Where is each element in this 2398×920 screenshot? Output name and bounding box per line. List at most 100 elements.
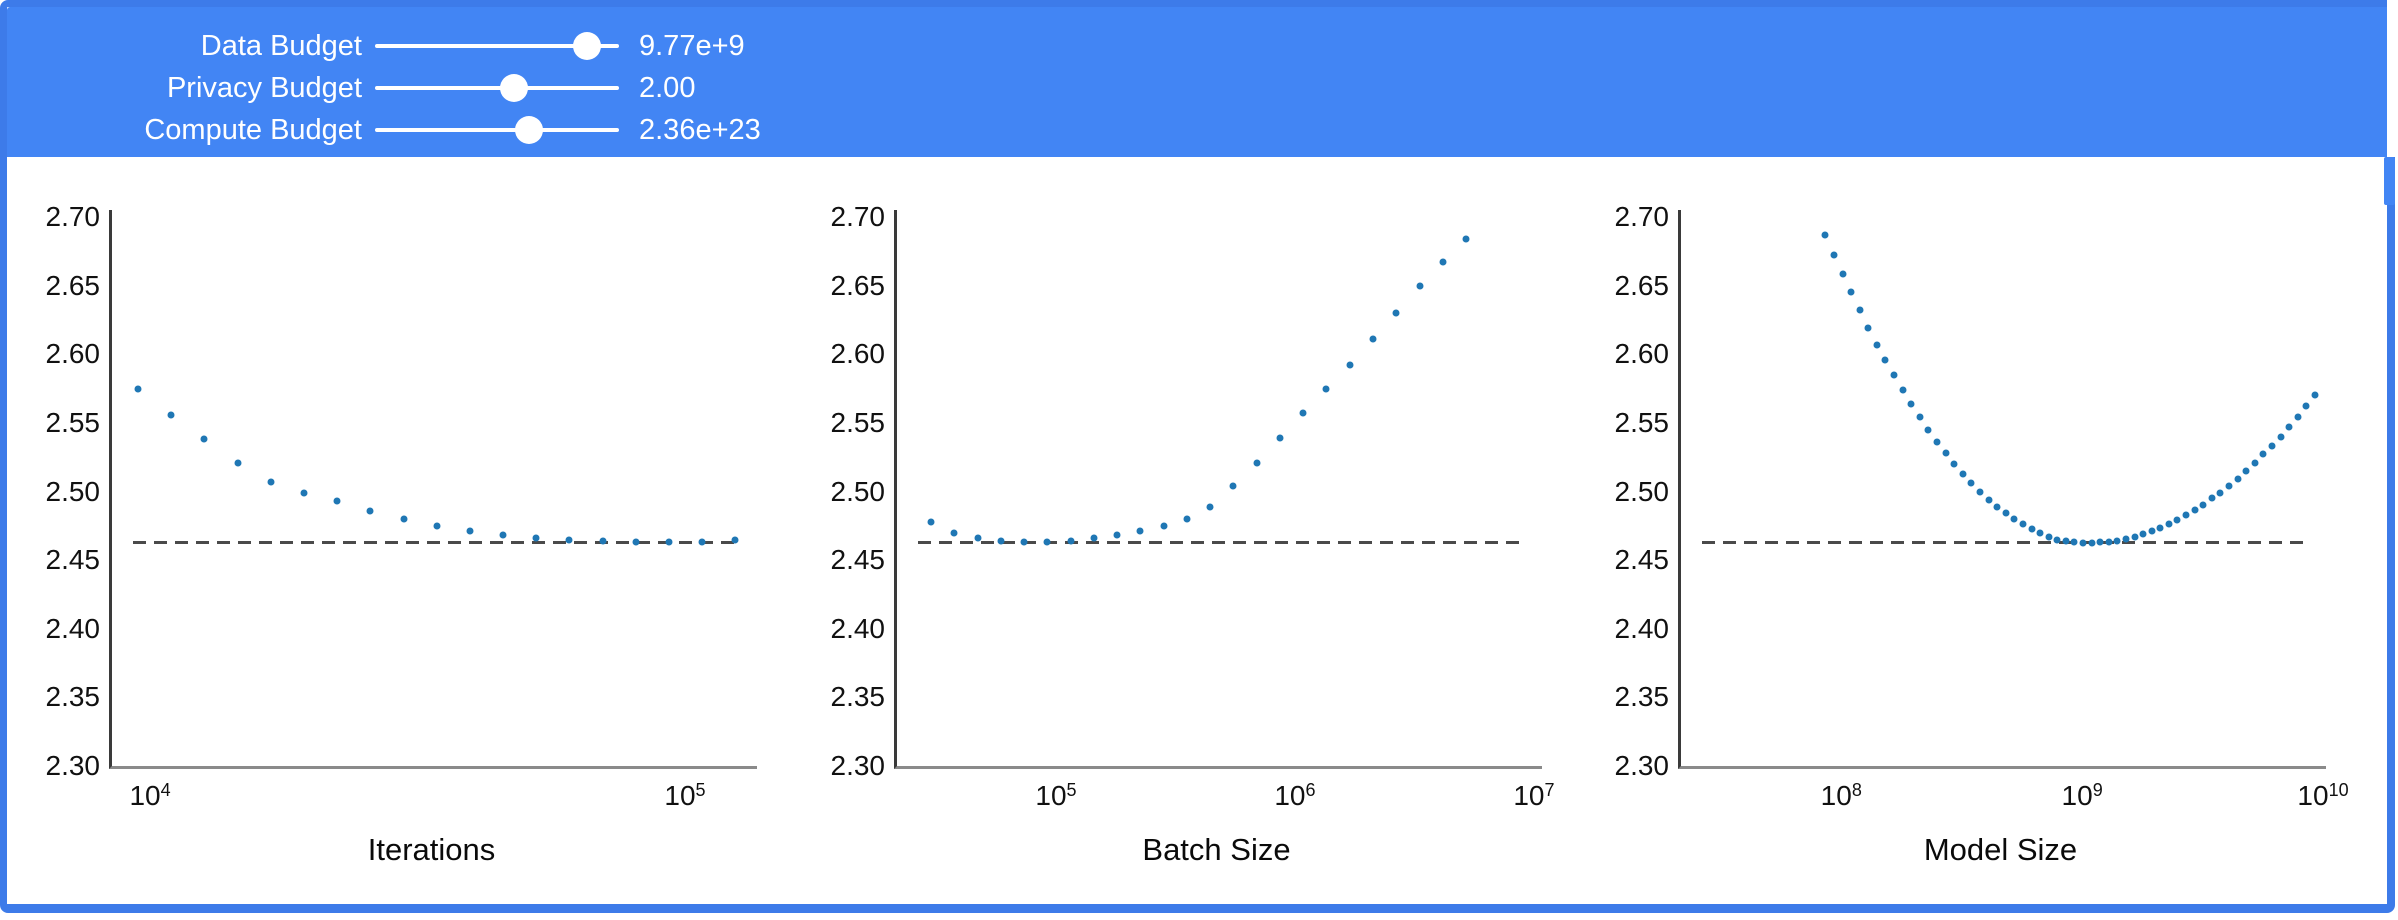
data-point bbox=[1253, 459, 1261, 467]
data-point bbox=[632, 538, 640, 546]
data-point bbox=[2259, 450, 2267, 458]
data-point bbox=[2010, 515, 2018, 523]
data-point bbox=[1839, 270, 1846, 278]
data-point bbox=[1346, 361, 1354, 369]
data-point bbox=[1916, 413, 1924, 421]
data-point bbox=[2234, 475, 2242, 483]
data-point bbox=[2096, 538, 2104, 546]
baseline-dashed bbox=[918, 541, 1525, 545]
y-tick-label: 2.45 bbox=[830, 544, 886, 576]
data-point bbox=[2156, 524, 2164, 532]
data-point bbox=[1950, 460, 1958, 468]
data-point bbox=[2070, 538, 2078, 546]
x-tick-label: 108 bbox=[1820, 780, 1862, 811]
y-tick-label: 2.50 bbox=[830, 475, 886, 507]
x-tick-label: 109 bbox=[2061, 780, 2103, 811]
data-point bbox=[1967, 479, 1975, 487]
y-tick-label: 2.70 bbox=[1614, 201, 1670, 232]
y-tick-label: 2.50 bbox=[45, 475, 101, 507]
plot-area bbox=[894, 210, 1542, 769]
data-point bbox=[599, 537, 607, 545]
data-point bbox=[134, 385, 142, 393]
data-point bbox=[1821, 231, 1829, 239]
y-tick-label: 2.30 bbox=[830, 750, 886, 781]
data-point bbox=[1299, 409, 1307, 417]
data-point bbox=[2122, 535, 2130, 543]
data-point bbox=[927, 518, 935, 526]
privacy-budget-slider-track[interactable] bbox=[375, 74, 619, 102]
data-point bbox=[1113, 531, 1121, 539]
y-tick-label: 2.30 bbox=[1614, 750, 1670, 781]
x-tick-label: 104 bbox=[129, 780, 171, 811]
data-point bbox=[2053, 536, 2061, 544]
data-point bbox=[2285, 423, 2293, 431]
data-point bbox=[1899, 386, 1907, 394]
data-point bbox=[2268, 442, 2276, 450]
data-point bbox=[2182, 511, 2190, 519]
data-point bbox=[665, 538, 673, 546]
baseline-dashed bbox=[1702, 541, 2309, 545]
data-point bbox=[267, 478, 275, 486]
data-point bbox=[1907, 400, 1915, 408]
data-point bbox=[1873, 341, 1881, 349]
x-tick-label: 105 bbox=[1035, 780, 1077, 811]
y-tick-label: 2.55 bbox=[830, 406, 886, 438]
data-point bbox=[2088, 539, 2096, 547]
y-tick-label: 2.35 bbox=[45, 681, 101, 713]
data-point bbox=[499, 531, 507, 539]
data-budget-value: 9.77e+9 bbox=[639, 29, 745, 62]
plot-area bbox=[109, 210, 757, 769]
data-point bbox=[2173, 516, 2181, 524]
data-point bbox=[200, 435, 208, 443]
data-budget-slider-thumb[interactable] bbox=[573, 32, 602, 60]
data-point bbox=[1160, 522, 1168, 530]
data-point bbox=[333, 497, 341, 505]
y-tick-label: 2.60 bbox=[1614, 338, 1670, 370]
data-point bbox=[1090, 534, 1098, 542]
x-tick-label: 105 bbox=[664, 780, 706, 811]
data-point bbox=[1229, 482, 1237, 490]
data-point bbox=[1183, 515, 1191, 523]
axis-title: Iterations bbox=[367, 832, 496, 867]
compute-budget-slider-track[interactable] bbox=[375, 116, 619, 144]
slider-row-compute-budget: Compute Budget 2.36e+23 bbox=[7, 109, 2387, 151]
data-point bbox=[366, 507, 374, 515]
data-budget-slider-track[interactable] bbox=[375, 32, 619, 60]
data-point bbox=[1020, 538, 1028, 546]
baseline-dashed bbox=[133, 541, 740, 545]
control-panel: Data Budget 9.77e+9 Privacy Budget 2.00 … bbox=[7, 7, 2387, 157]
data-point bbox=[234, 459, 242, 467]
y-tick-label: 2.60 bbox=[830, 338, 886, 370]
y-tick-label: 2.45 bbox=[45, 544, 101, 576]
y-tick-label: 2.50 bbox=[1614, 475, 1670, 507]
y-tick-label: 2.30 bbox=[45, 750, 101, 781]
data-point bbox=[950, 529, 958, 537]
data-point bbox=[974, 534, 982, 542]
data-point bbox=[1322, 385, 1330, 393]
slider-row-privacy-budget: Privacy Budget 2.00 bbox=[7, 67, 2387, 109]
data-budget-label: Data Budget bbox=[200, 29, 362, 62]
scrollbar-track[interactable] bbox=[2387, 0, 2398, 157]
y-tick-label: 2.60 bbox=[45, 338, 101, 370]
privacy-budget-slider-thumb[interactable] bbox=[500, 74, 529, 102]
y-tick-label: 2.35 bbox=[830, 681, 886, 713]
data-point bbox=[1856, 306, 1864, 314]
data-point bbox=[1136, 527, 1144, 535]
slider-row-data-budget: Data Budget 9.77e+9 bbox=[7, 25, 2387, 67]
scrollbar-thumb[interactable] bbox=[2384, 157, 2395, 205]
data-point bbox=[2045, 533, 2053, 541]
data-point bbox=[1890, 371, 1898, 379]
data-point bbox=[1043, 538, 1051, 546]
axis-title: Model Size bbox=[1923, 832, 2078, 867]
data-point bbox=[1959, 470, 1967, 478]
data-point bbox=[1924, 426, 1932, 434]
data-point bbox=[2208, 494, 2216, 502]
y-tick-label: 2.55 bbox=[45, 406, 101, 438]
data-point bbox=[1067, 537, 1075, 545]
data-point bbox=[167, 411, 175, 419]
data-point bbox=[2216, 489, 2224, 497]
data-point bbox=[2131, 533, 2139, 541]
compute-budget-slider-thumb[interactable] bbox=[514, 116, 543, 144]
data-point bbox=[2019, 520, 2027, 528]
